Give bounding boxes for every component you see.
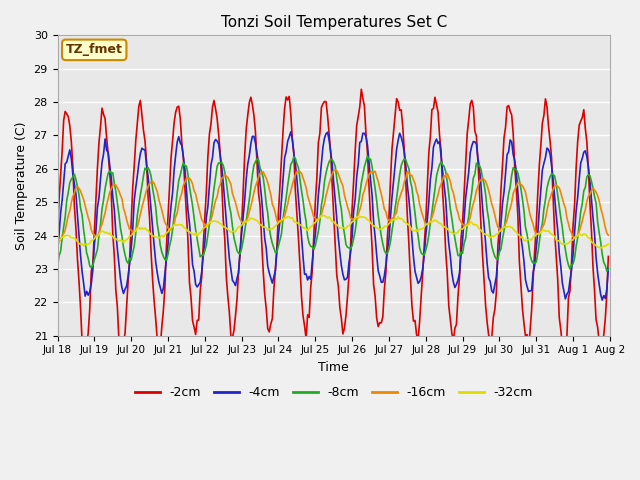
-8cm [218, 159, 225, 165]
-8cm [121, 252, 129, 258]
-32cm [575, 231, 583, 237]
-16cm [220, 174, 227, 180]
Legend: -2cm, -4cm, -8cm, -16cm, -32cm: -2cm, -4cm, -8cm, -16cm, -32cm [129, 382, 538, 405]
-4cm [54, 250, 61, 256]
-8cm [575, 222, 583, 228]
-4cm [236, 247, 244, 253]
-32cm [319, 213, 327, 218]
-32cm [294, 220, 302, 226]
Line: -32cm: -32cm [58, 216, 609, 248]
-16cm [605, 232, 612, 238]
-16cm [577, 224, 584, 229]
-2cm [358, 86, 365, 92]
-16cm [54, 237, 61, 243]
-32cm [218, 222, 225, 228]
-32cm [597, 245, 605, 251]
-4cm [598, 297, 606, 303]
Text: TZ_fmet: TZ_fmet [66, 43, 123, 56]
-2cm [123, 303, 131, 309]
-8cm [246, 197, 253, 203]
-4cm [287, 129, 294, 135]
Y-axis label: Soil Temperature (C): Soil Temperature (C) [15, 121, 28, 250]
-8cm [605, 266, 612, 272]
-32cm [54, 239, 61, 245]
Title: Tonzi Soil Temperatures Set C: Tonzi Soil Temperatures Set C [221, 15, 447, 30]
-2cm [296, 262, 304, 268]
-2cm [118, 348, 126, 353]
-2cm [577, 118, 584, 124]
-16cm [238, 219, 246, 225]
Line: -2cm: -2cm [58, 89, 609, 350]
-2cm [247, 95, 255, 100]
-32cm [236, 224, 244, 229]
-2cm [220, 216, 227, 222]
-16cm [57, 237, 65, 243]
Line: -8cm: -8cm [58, 156, 609, 271]
-2cm [54, 230, 61, 236]
-16cm [296, 169, 304, 175]
-4cm [121, 287, 129, 292]
-8cm [54, 264, 61, 270]
-4cm [246, 153, 253, 158]
Line: -16cm: -16cm [58, 170, 609, 240]
-8cm [236, 251, 244, 257]
-8cm [603, 268, 611, 274]
X-axis label: Time: Time [318, 361, 349, 374]
Line: -4cm: -4cm [58, 132, 609, 300]
-16cm [247, 203, 255, 209]
-4cm [605, 266, 612, 272]
-16cm [123, 217, 131, 223]
-2cm [238, 224, 246, 229]
-2cm [605, 253, 612, 259]
-16cm [332, 167, 339, 173]
-8cm [294, 165, 302, 170]
-4cm [296, 215, 304, 220]
-32cm [605, 241, 612, 247]
-4cm [218, 164, 225, 169]
-32cm [121, 238, 129, 244]
-4cm [575, 176, 583, 182]
-8cm [364, 153, 371, 159]
-32cm [246, 216, 253, 222]
